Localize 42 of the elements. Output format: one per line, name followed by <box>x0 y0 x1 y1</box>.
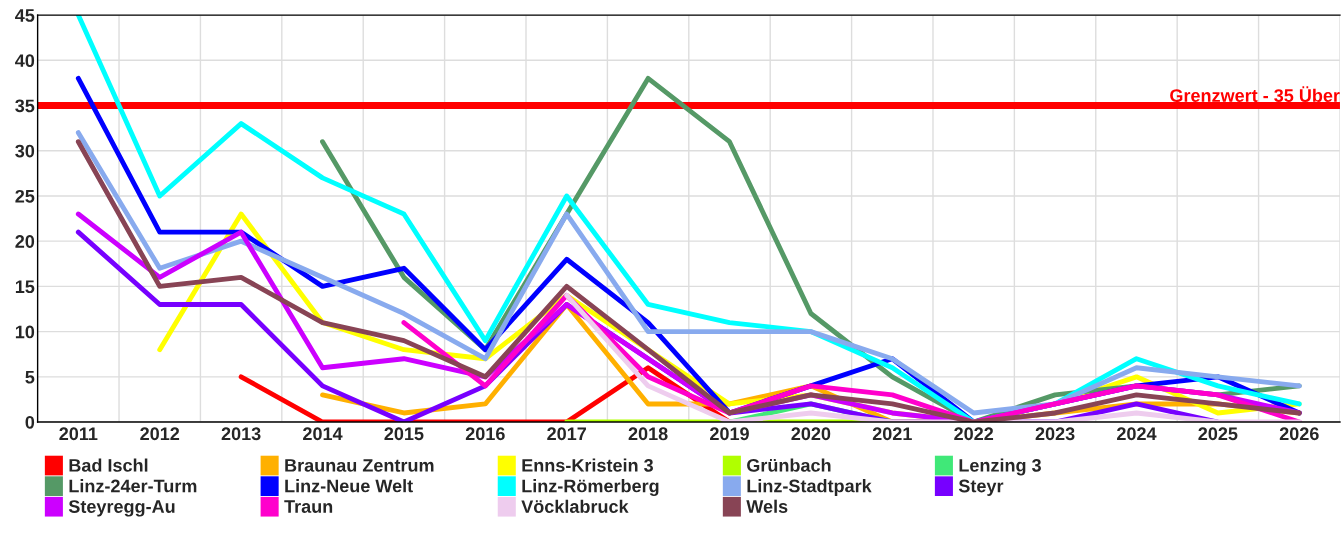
legend-label: Lenzing 3 <box>959 458 1041 476</box>
y-tick-label: 0 <box>25 415 35 429</box>
x-tick-label: 2024 <box>1117 427 1157 441</box>
x-tick-label: 2012 <box>140 427 180 441</box>
x-tick-label: 2020 <box>791 427 831 441</box>
x-tick-label: 2013 <box>221 427 261 441</box>
x-tick-label: 2015 <box>384 427 424 441</box>
legend-label: Enns-Kristein 3 <box>522 458 653 472</box>
x-tick-label: 2018 <box>628 427 668 441</box>
y-tick-label: 5 <box>25 370 35 384</box>
legend-label: Wels <box>746 499 788 513</box>
legend-label: Linz-Stadtpark <box>747 479 872 496</box>
legend-label: Linz-24er-Turm <box>69 479 197 493</box>
legend-label: Vöcklabruck <box>521 499 629 513</box>
y-tick-label: 45 <box>15 9 35 22</box>
x-tick-label: 2026 <box>1279 427 1319 441</box>
x-tick-label: 2019 <box>710 427 749 441</box>
x-tick-label: 2016 <box>465 427 505 441</box>
x-tick-label: 2017 <box>547 427 586 441</box>
y-tick-label: 35 <box>15 99 35 113</box>
y-tick-label: 20 <box>15 235 35 248</box>
legend-label: Linz-Römerberg <box>522 479 659 497</box>
legend-label: Grünbach <box>747 458 831 472</box>
y-tick-label: 40 <box>15 54 35 68</box>
x-tick-label: 2021 <box>872 427 912 441</box>
legend-label: Steyregg-Au <box>68 500 175 517</box>
y-tick-label: 30 <box>15 144 35 158</box>
x-tick-label: 2011 <box>59 427 98 441</box>
ref-line-label: Grenzwert - 35 Über <box>1170 86 1340 102</box>
legend-label: Traun <box>284 500 333 513</box>
x-tick-label: 2025 <box>1198 427 1238 441</box>
y-tick-label: 10 <box>15 325 35 339</box>
legend-label: Braunau Zentrum <box>285 459 434 472</box>
y-tick-label: 15 <box>15 280 35 294</box>
x-tick-label: 2014 <box>303 427 343 441</box>
y-tick-label: 25 <box>15 189 35 203</box>
legend-label: Bad Ischl <box>69 458 148 472</box>
line-series <box>564 293 1302 423</box>
x-tick-label: 2023 <box>1035 427 1075 441</box>
legend-label: Linz-Neue Welt <box>285 479 413 493</box>
legend-label: Steyr <box>958 479 1004 496</box>
x-tick-label: 2022 <box>954 427 994 441</box>
